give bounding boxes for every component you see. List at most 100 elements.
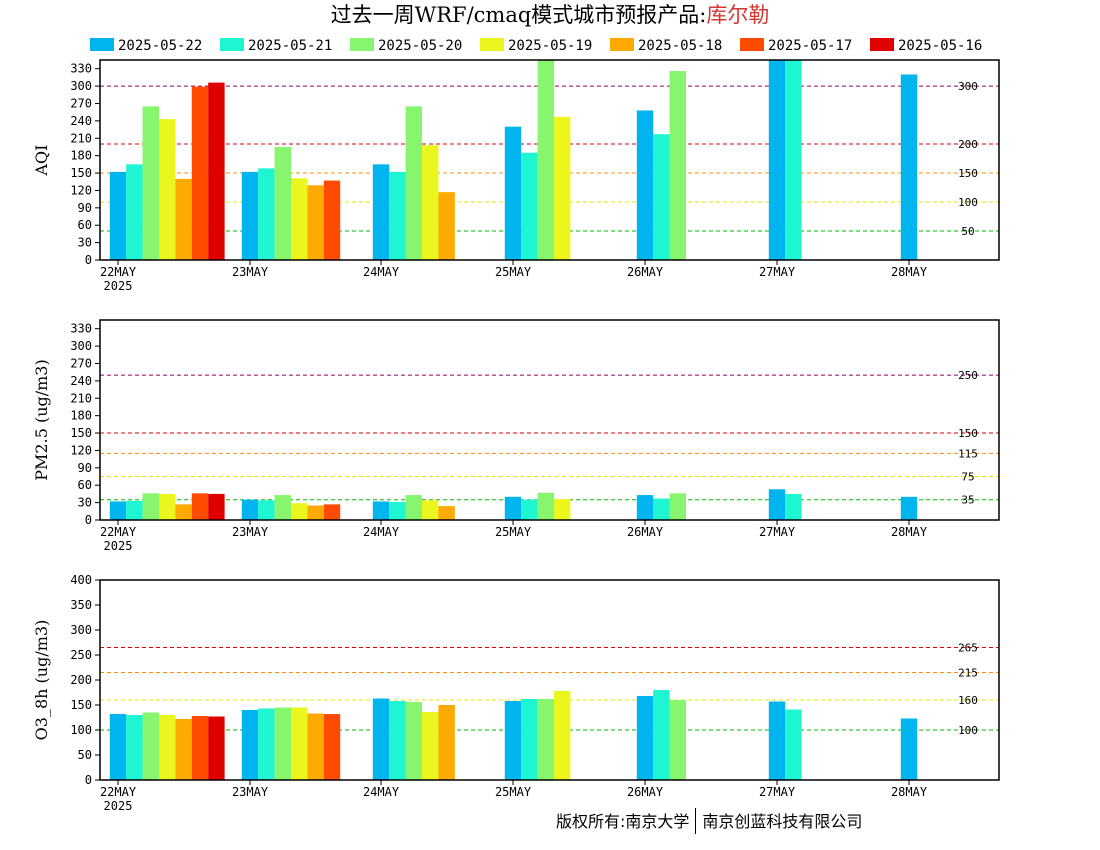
- y-tick-label: 60: [78, 218, 92, 232]
- bar-24MAY-2025-05-18: [438, 192, 455, 260]
- bar-23MAY-2025-05-19: [291, 707, 308, 780]
- y-tick-label: 150: [70, 698, 92, 712]
- bar-22MAY-2025-05-19: [159, 119, 176, 260]
- bar-27MAY-2025-05-22: [768, 489, 786, 520]
- threshold-label-100: 100: [958, 196, 978, 209]
- legend-swatch-2025-05-21: [220, 38, 244, 51]
- bar-22MAY-2025-05-17: [191, 493, 209, 520]
- bar-27MAY-2025-05-21: [785, 493, 802, 520]
- bar-22MAY-2025-05-17: [191, 716, 209, 780]
- legend-swatch-2025-05-16: [870, 38, 894, 51]
- x-tick-label: 24MAY: [363, 525, 400, 539]
- bar-25MAY-2025-05-19: [554, 116, 571, 261]
- bar-25MAY-2025-05-20: [537, 699, 554, 780]
- y-axis-title: AQI: [32, 145, 51, 177]
- legend-label-2025-05-16: 2025-05-16: [898, 38, 982, 54]
- bar-24MAY-2025-05-18: [438, 506, 455, 520]
- bar-22MAY-2025-05-19: [159, 493, 176, 520]
- bar-22MAY-2025-05-22: [109, 714, 127, 780]
- threshold-label-35: 35: [961, 494, 974, 507]
- bar-23MAY-2025-05-18: [307, 505, 324, 520]
- bar-22MAY-2025-05-17: [191, 86, 209, 261]
- bar-22MAY-2025-05-22: [109, 501, 127, 520]
- threshold-label-160: 160: [958, 694, 978, 707]
- y-tick-label: 90: [78, 461, 92, 475]
- x-tick-label: 26MAY: [627, 525, 664, 539]
- x-tick-label: 27MAY: [759, 525, 796, 539]
- bar-23MAY-2025-05-20: [274, 495, 291, 520]
- y-tick-label: 120: [70, 183, 92, 197]
- plot-frame: [99, 319, 1000, 521]
- x-tick-label: 26MAY: [627, 785, 664, 799]
- bar-26MAY-2025-05-22: [636, 110, 654, 260]
- bar-24MAY-2025-05-20: [405, 106, 422, 261]
- bar-23MAY-2025-05-19: [291, 503, 308, 520]
- x-tick-label: 26MAY: [627, 265, 664, 279]
- y-tick-label: 180: [70, 409, 92, 423]
- y-tick-label: 50: [78, 748, 92, 762]
- bar-22MAY-2025-05-21: [126, 715, 143, 780]
- y-tick-label: 400: [70, 573, 92, 587]
- bar-27MAY-2025-05-22: [768, 60, 786, 260]
- bar-22MAY-2025-05-20: [142, 712, 159, 780]
- chart-title: 过去一周WRF/cmaq模式城市预报产品:库尔勒: [0, 0, 1100, 30]
- bar-24MAY-2025-05-20: [405, 495, 422, 520]
- x-tick-label: 25MAY: [495, 525, 532, 539]
- bar-26MAY-2025-05-22: [636, 495, 654, 520]
- y-tick-label: 330: [70, 62, 92, 76]
- threshold-label-115: 115: [958, 447, 978, 460]
- threshold-label-300: 300: [958, 80, 978, 93]
- bar-25MAY-2025-05-19: [554, 499, 571, 520]
- bar-22MAY-2025-05-16: [208, 493, 225, 520]
- bar-22MAY-2025-05-21: [126, 500, 143, 520]
- bar-25MAY-2025-05-22: [504, 496, 522, 520]
- y-tick-label: 350: [70, 598, 92, 612]
- legend-swatch-2025-05-17: [740, 38, 764, 51]
- bar-25MAY-2025-05-22: [504, 701, 522, 780]
- bar-23MAY-2025-05-22: [241, 171, 259, 260]
- bar-23MAY-2025-05-20: [274, 707, 291, 780]
- y-tick-label: 120: [70, 443, 92, 457]
- y-tick-label: 300: [70, 339, 92, 353]
- x-year-label: 2025: [104, 279, 133, 293]
- y-tick-label: 60: [78, 478, 92, 492]
- bar-26MAY-2025-05-20: [669, 700, 686, 780]
- bar-22MAY-2025-05-22: [109, 171, 127, 260]
- y-tick-label: 100: [70, 723, 92, 737]
- bar-23MAY-2025-05-20: [274, 146, 291, 260]
- y-axis-title: O3_8h (ug/m3): [32, 620, 51, 741]
- bar-24MAY-2025-05-22: [372, 698, 390, 780]
- bar-24MAY-2025-05-18: [438, 705, 455, 780]
- plot-frame: [99, 59, 1000, 261]
- x-tick-label: 24MAY: [363, 785, 400, 799]
- bar-25MAY-2025-05-20: [537, 60, 554, 260]
- x-tick-label: 28MAY: [891, 265, 928, 279]
- threshold-label-200: 200: [958, 138, 978, 151]
- y-tick-label: 0: [85, 773, 92, 787]
- x-tick-label: 23MAY: [232, 785, 269, 799]
- threshold-label-50: 50: [961, 225, 974, 238]
- bar-22MAY-2025-05-18: [175, 719, 192, 780]
- bar-24MAY-2025-05-21: [389, 171, 406, 260]
- x-tick-label: 23MAY: [232, 525, 269, 539]
- copyright-footer: 版权所有:南京大学 南京创蓝科技有限公司: [556, 807, 863, 836]
- copyright-owner: 版权所有:南京大学: [556, 812, 690, 831]
- bar-26MAY-2025-05-21: [653, 498, 670, 520]
- legend-label-2025-05-19: 2025-05-19: [508, 38, 592, 54]
- bar-22MAY-2025-05-21: [126, 164, 143, 260]
- bar-25MAY-2025-05-21: [521, 152, 538, 260]
- bar-23MAY-2025-05-17: [323, 504, 341, 520]
- y-tick-label: 330: [70, 322, 92, 336]
- chart-title-prefix: 过去一周WRF/cmaq模式城市预报产品:: [330, 3, 707, 27]
- y-tick-label: 210: [70, 391, 92, 405]
- y-tick-label: 300: [70, 79, 92, 93]
- x-year-label: 2025: [104, 799, 133, 813]
- bar-23MAY-2025-05-17: [323, 180, 341, 260]
- bar-26MAY-2025-05-20: [669, 71, 686, 260]
- bar-23MAY-2025-05-21: [258, 168, 275, 260]
- threshold-label-100: 100: [958, 724, 978, 737]
- bar-22MAY-2025-05-18: [175, 504, 192, 520]
- copyright-company: 南京创蓝科技有限公司: [702, 812, 863, 831]
- x-tick-label: 25MAY: [495, 265, 532, 279]
